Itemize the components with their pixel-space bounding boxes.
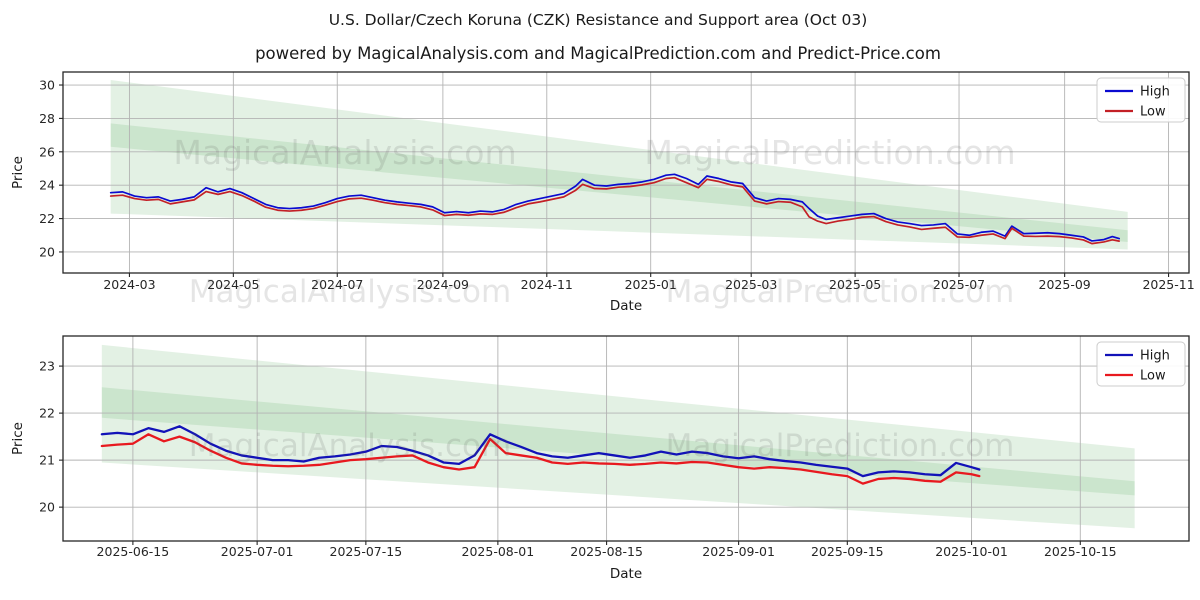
legend-label-low: Low: [1140, 369, 1166, 384]
series-low-line: [100, 433, 981, 485]
x-axis-label: Date: [610, 298, 642, 314]
axes-frame: [62, 335, 1190, 542]
x-tick-label: 2024-05: [207, 277, 259, 292]
x-tick-label: 2025-01: [625, 277, 677, 292]
legend-label-high: High: [1140, 85, 1170, 100]
x-tick-label: 2025-07-01: [221, 544, 294, 559]
y-tick-label: 26: [39, 144, 55, 159]
y-tick-label: 22: [39, 211, 55, 226]
support-resistance-band: [101, 344, 1135, 496]
chart-full-history: 20 22 24 26 28 30 2024-03 2024-05 2024-07 2024-09…: [10, 71, 1195, 314]
y-axis-label: Price: [10, 156, 26, 189]
y-tick-label: 21: [39, 453, 55, 468]
y-tick-label: 22: [39, 406, 55, 421]
x-tick-label: 2024-09: [417, 277, 469, 292]
watermark-text: MagicalPrediction.com: [644, 133, 1015, 172]
x-tick-label: 2025-11: [1142, 277, 1194, 292]
watermark-text: MagicalAnalysis.com: [189, 428, 511, 464]
y-tick-label: 30: [39, 78, 55, 93]
legend-label-high: High: [1140, 349, 1170, 364]
y-tick-label: 24: [39, 178, 55, 193]
support-resistance-band: [101, 387, 1135, 529]
x-tick-label: 2024-07: [311, 277, 363, 292]
x-tick-label: 2025-09-01: [702, 544, 775, 559]
x-tick-label: 2025-08-15: [570, 544, 643, 559]
figure-subtitle: powered by MagicalAnalysis.com and Magic…: [255, 44, 941, 63]
watermark-text: MagicalAnalysis.com: [173, 133, 516, 172]
x-tick-label: 2024-11: [521, 277, 573, 292]
chart-recent-zoom: 20 21 22 23 2025-06-15 2025-07-01 2025-07-15 20…: [10, 335, 1190, 582]
axes-frame: [62, 71, 1190, 274]
series-high-line: [100, 425, 981, 478]
page-title: U.S. Dollar/Czech Koruna (CZK) Resistanc…: [329, 11, 868, 29]
x-tick-label: 2024-03: [103, 277, 155, 292]
x-tick-label: 2025-09: [1039, 277, 1091, 292]
watermark-text: MagicalAnalysis.com: [189, 274, 511, 310]
x-tick-label: 2025-10-15: [1044, 544, 1117, 559]
support-resistance-band: [110, 80, 1128, 242]
series-high-line: [109, 173, 1121, 242]
y-axis-label: Price: [10, 422, 26, 455]
x-axis-label: Date: [610, 566, 642, 582]
y-tick-label: 20: [39, 244, 55, 259]
legend-label-low: Low: [1140, 105, 1166, 120]
y-tick-label: 20: [39, 500, 55, 515]
x-tick-label: 2025-05: [829, 277, 881, 292]
y-tick-label: 28: [39, 111, 55, 126]
x-tick-label: 2025-10-01: [935, 544, 1008, 559]
series-low-line: [109, 176, 1121, 245]
watermark-layer: MagicalAnalysis.com MagicalPrediction.com…: [173, 133, 1015, 464]
x-tick-label: 2025-08-01: [462, 544, 535, 559]
y-tick-label: 23: [39, 359, 55, 374]
x-tick-label: 2025-03: [725, 277, 777, 292]
x-tick-label: 2025-07-15: [330, 544, 403, 559]
watermark-text: MagicalPrediction.com: [666, 428, 1015, 464]
watermark-text: MagicalPrediction.com: [666, 274, 1015, 310]
x-tick-label: 2025-06-15: [97, 544, 170, 559]
x-tick-label: 2025-09-15: [811, 544, 884, 559]
x-tick-label: 2025-07: [933, 277, 985, 292]
